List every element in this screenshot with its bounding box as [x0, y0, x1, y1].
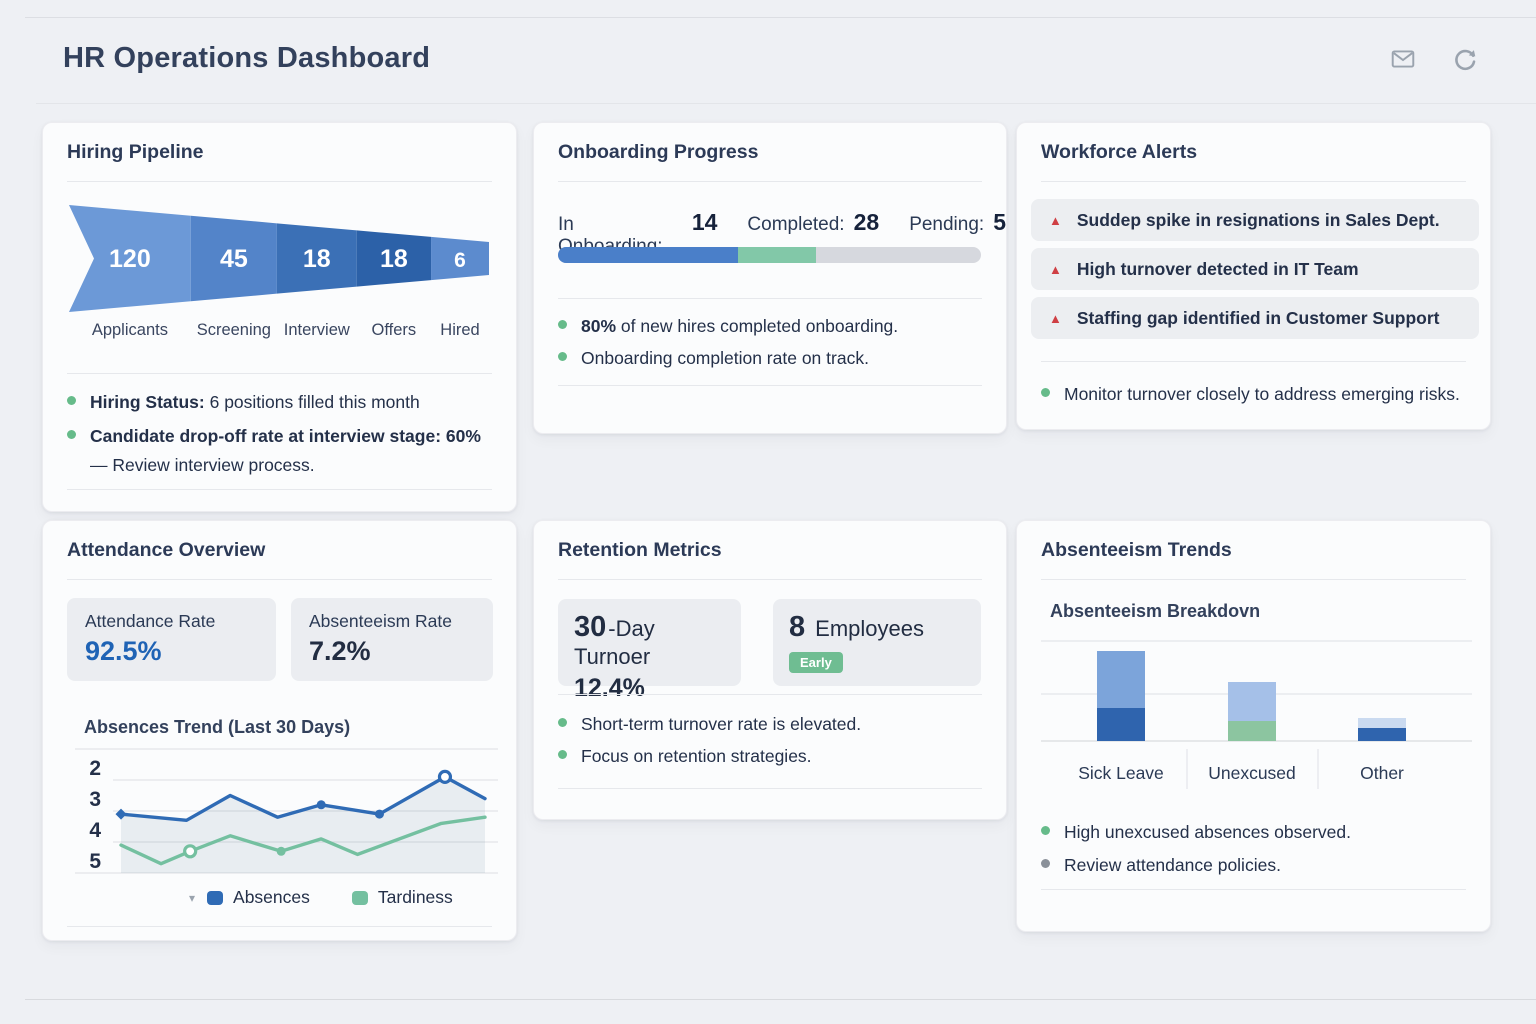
green-bullet-icon — [1041, 388, 1050, 397]
svg-text:Applicants: Applicants — [92, 321, 168, 339]
alert-item[interactable]: ▲ Suddep spike in resignations in Sales … — [1031, 199, 1479, 241]
svg-text:Other: Other — [1360, 763, 1404, 783]
svg-text:2: 2 — [89, 757, 101, 780]
mail-icon[interactable] — [1390, 46, 1416, 72]
retention-card-title: Retention Metrics — [558, 539, 722, 561]
absenteeism-breakdown-title: Absenteeism Breakdovn — [1050, 601, 1261, 621]
stat-pending: Pending: 5 — [909, 209, 1006, 235]
green-bullet-icon — [558, 320, 567, 329]
green-bullet-icon — [67, 396, 76, 405]
hiring-funnel-chart: 120 Applicants 45 Screening 18 Interview 18 Off… — [69, 205, 489, 339]
absenteeism-rate-box: Absenteeism Rate 7.2% — [291, 598, 493, 681]
alert-item[interactable]: ▲ High turnover detected in IT Team — [1031, 248, 1479, 290]
svg-text:18: 18 — [380, 245, 408, 273]
svg-text:Offers: Offers — [372, 321, 417, 339]
retention-note-1: Short-term turnover rate is elevated. — [558, 713, 982, 736]
svg-text:Hired: Hired — [440, 321, 479, 339]
card-attendance-overview: Attendance Overview Attendance Rate 92.5… — [42, 520, 517, 941]
svg-text:18: 18 — [303, 245, 331, 273]
svg-text:45: 45 — [220, 245, 248, 273]
green-bullet-icon — [1041, 826, 1050, 835]
svg-text:120: 120 — [109, 245, 151, 273]
onboarding-card-title: Onboarding Progress — [558, 141, 759, 163]
employees-box: 8 Employees Early — [773, 599, 981, 686]
retention-note-2: Focus on retention strategies. — [558, 745, 982, 768]
alerts-note: Monitor turnover closely to address emer… — [1041, 383, 1466, 406]
svg-text:Unexcused: Unexcused — [1208, 763, 1296, 783]
legend-item-absences[interactable]: Absences — [207, 887, 310, 908]
absences-trend-chart: 2 3 4 5 — [75, 748, 498, 874]
absenteeism-note-1: High unexcused absences observed. — [1041, 821, 1466, 844]
card-hiring-pipeline: Hiring Pipeline 120 Applicants 45 Screening… — [42, 122, 517, 512]
absences-trend-title: Absences Trend (Last 30 Days) — [84, 717, 351, 737]
green-bullet-icon — [558, 718, 567, 727]
green-bullet-icon — [558, 352, 567, 361]
warning-triangle-icon: ▲ — [1049, 261, 1062, 277]
onboarding-progress-bar — [558, 247, 981, 263]
green-bullet-icon — [67, 430, 76, 439]
card-workforce-alerts: Workforce Alerts ▲ Suddep spike in resig… — [1016, 122, 1491, 430]
warning-triangle-icon: ▲ — [1049, 310, 1062, 326]
svg-text:4: 4 — [89, 819, 101, 842]
svg-text:5: 5 — [89, 850, 101, 873]
turnover-box: 30-Day Turnoer 12.4% — [558, 599, 741, 702]
svg-text:6: 6 — [454, 249, 466, 272]
absenteeism-bar-chart: Sick Leave Unexcused Other — [1041, 640, 1472, 789]
header-actions — [1390, 46, 1478, 72]
tardiness-swatch-icon — [351, 890, 368, 905]
gray-bullet-icon — [1041, 859, 1050, 868]
hiring-card-title: Hiring Pipeline — [67, 141, 204, 163]
svg-text:Sick Leave: Sick Leave — [1078, 763, 1164, 783]
early-badge: Early — [789, 652, 843, 673]
absences-swatch-icon — [207, 890, 224, 905]
header-divider — [36, 103, 1536, 104]
alerts-card-title: Workforce Alerts — [1041, 141, 1198, 163]
card-onboarding-progress: Onboarding Progress In Onboarding: 14 Co… — [533, 122, 1007, 434]
absenteeism-note-2: Review attendance policies. — [1041, 854, 1466, 877]
page-title: HR Operations Dashboard — [63, 42, 431, 74]
onboarding-stats: In Onboarding: 14 Completed: 28 Pending:… — [558, 209, 1006, 258]
svg-text:Screening: Screening — [197, 321, 271, 339]
refresh-icon[interactable] — [1452, 46, 1478, 72]
svg-text:3: 3 — [89, 788, 101, 811]
page-header: HR Operations Dashboard — [0, 0, 1536, 103]
card-retention-metrics: Retention Metrics 30-Day Turnoer 12.4% 8… — [533, 520, 1007, 820]
hiring-note-2: Candidate drop-off rate at interview sta… — [67, 425, 492, 477]
attendance-rate-box: Attendance Rate 92.5% — [67, 598, 276, 681]
absenteeism-card-title: Absenteeism Trends — [1041, 539, 1232, 561]
attendance-card-title: Attendance Overview — [67, 539, 266, 561]
stat-completed: Completed: 28 — [747, 209, 880, 235]
alert-item[interactable]: ▲ Staffing gap identified in Customer Su… — [1031, 297, 1479, 339]
onboarding-note-2: Onboarding completion rate on track. — [558, 347, 982, 370]
onboarding-note-1: 80% of new hires completed onboarding. — [558, 315, 982, 338]
warning-triangle-icon: ▲ — [1049, 212, 1062, 228]
svg-text:Interview: Interview — [284, 321, 350, 339]
chart-legend: ▾ Absences Tardiness — [189, 887, 453, 908]
green-bullet-icon — [558, 750, 567, 759]
bottom-hairline — [25, 999, 1536, 1000]
legend-item-tardiness[interactable]: Tardiness — [351, 887, 453, 908]
hiring-note-1: Hiring Status: 6 positions filled this m… — [67, 391, 492, 414]
top-hairline — [25, 17, 1536, 18]
card-absenteeism-trends: Absenteeism Trends Absenteeism Breakdovn… — [1016, 520, 1491, 932]
caret-down-icon[interactable]: ▾ — [189, 890, 196, 905]
